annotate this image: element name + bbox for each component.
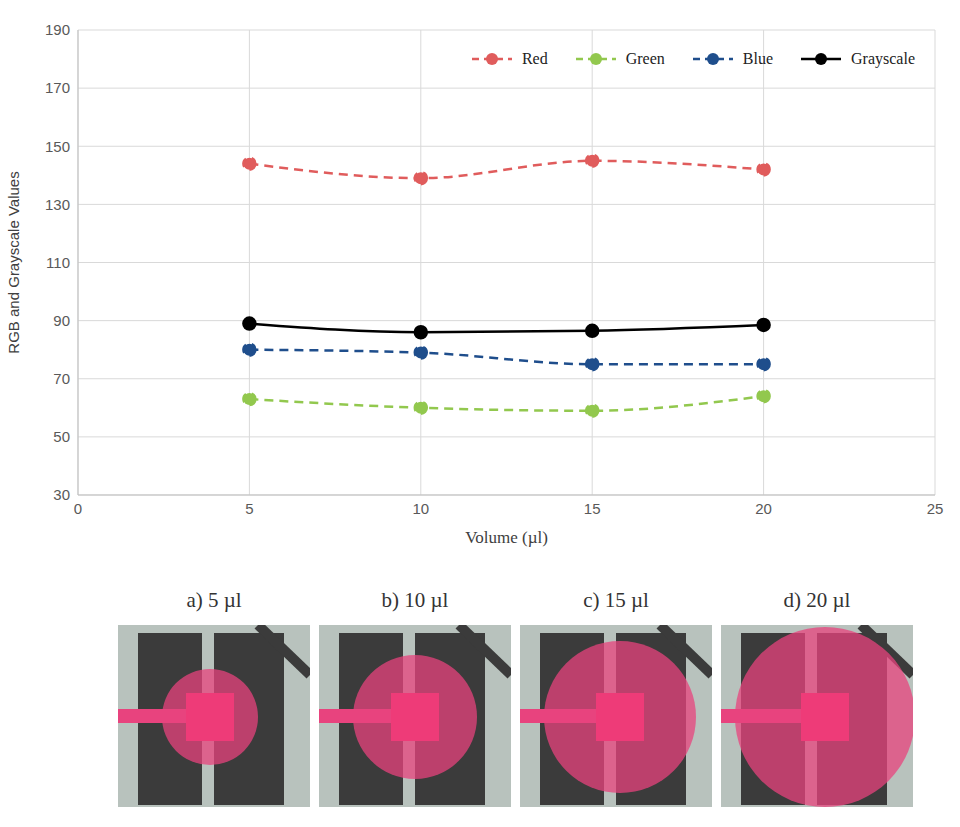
svg-text:30: 30 bbox=[53, 486, 70, 503]
html-text:a) 5 µl: a) 5 µl bbox=[186, 588, 242, 612]
html-text:b) 10 µl: b) 10 µl bbox=[381, 588, 449, 612]
html-text:Red: Red bbox=[521, 50, 548, 67]
html-text:d) 20 µl: d) 20 µl bbox=[783, 588, 851, 612]
svg-text:190: 190 bbox=[45, 21, 70, 38]
svg-text:25: 25 bbox=[927, 500, 944, 517]
svg-text:110: 110 bbox=[46, 254, 70, 271]
svg-text:130: 130 bbox=[45, 196, 70, 213]
html-text:Blue: Blue bbox=[742, 50, 773, 67]
html-text:c) 15 µl: c) 15 µl bbox=[583, 588, 649, 612]
html-text:Grayscale: Grayscale bbox=[851, 50, 915, 67]
svg-text:90: 90 bbox=[53, 312, 70, 329]
svg-text:Volume (µl): Volume (µl) bbox=[465, 528, 548, 547]
svg-text:20: 20 bbox=[755, 500, 772, 517]
svg-text:150: 150 bbox=[45, 138, 70, 155]
svg-text:170: 170 bbox=[45, 79, 70, 96]
html-text:Green: Green bbox=[625, 50, 665, 67]
svg-text:15: 15 bbox=[584, 500, 601, 517]
svg-text:0: 0 bbox=[74, 500, 82, 517]
svg-text:RGB and Grayscale Values: RGB and Grayscale Values bbox=[5, 171, 22, 353]
svg-text:70: 70 bbox=[53, 370, 70, 387]
svg-text:50: 50 bbox=[53, 428, 70, 445]
svg-text:5: 5 bbox=[245, 500, 253, 517]
svg-text:10: 10 bbox=[412, 500, 429, 517]
